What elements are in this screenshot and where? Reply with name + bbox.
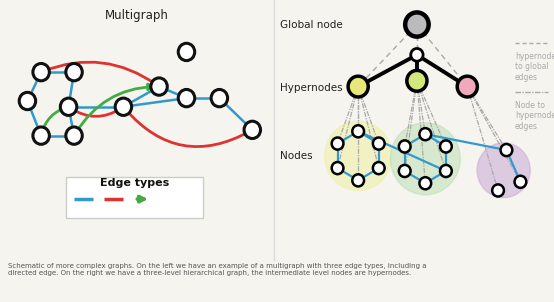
Circle shape xyxy=(178,43,194,61)
Circle shape xyxy=(501,144,512,156)
Text: Hypernodes: Hypernodes xyxy=(280,83,342,93)
Circle shape xyxy=(399,165,411,177)
Circle shape xyxy=(407,70,427,91)
Circle shape xyxy=(178,89,194,107)
Circle shape xyxy=(411,49,423,61)
Circle shape xyxy=(66,63,83,81)
Circle shape xyxy=(348,76,368,97)
Text: Nodes: Nodes xyxy=(280,151,312,161)
Circle shape xyxy=(60,98,77,115)
Circle shape xyxy=(419,128,431,140)
Circle shape xyxy=(457,76,478,97)
Circle shape xyxy=(332,162,343,174)
Circle shape xyxy=(405,12,429,37)
Circle shape xyxy=(440,165,452,177)
Text: Edge types: Edge types xyxy=(100,178,169,188)
Circle shape xyxy=(399,140,411,153)
FancyBboxPatch shape xyxy=(66,178,203,218)
Circle shape xyxy=(66,127,83,144)
Circle shape xyxy=(115,98,132,115)
Text: Node to
hypernode
edges: Node to hypernode edges xyxy=(515,101,554,131)
Circle shape xyxy=(373,137,384,149)
Circle shape xyxy=(515,176,526,188)
Circle shape xyxy=(33,127,49,144)
Circle shape xyxy=(373,162,384,174)
Circle shape xyxy=(19,92,35,110)
Circle shape xyxy=(151,78,167,95)
Text: hypernode
to global
edges: hypernode to global edges xyxy=(515,52,554,82)
Circle shape xyxy=(352,174,364,186)
Circle shape xyxy=(244,121,260,139)
Circle shape xyxy=(477,143,530,198)
Circle shape xyxy=(391,123,460,195)
Circle shape xyxy=(33,63,49,81)
Text: Global node: Global node xyxy=(280,20,342,30)
Text: Schematic of more complex graphs. On the left we have an example of a multigraph: Schematic of more complex graphs. On the… xyxy=(8,263,427,276)
Circle shape xyxy=(352,125,364,137)
Text: Multigraph: Multigraph xyxy=(105,9,169,22)
Circle shape xyxy=(325,121,392,191)
Circle shape xyxy=(419,177,431,189)
Circle shape xyxy=(492,185,504,197)
Circle shape xyxy=(332,137,343,149)
Circle shape xyxy=(211,89,228,107)
Circle shape xyxy=(440,140,452,153)
